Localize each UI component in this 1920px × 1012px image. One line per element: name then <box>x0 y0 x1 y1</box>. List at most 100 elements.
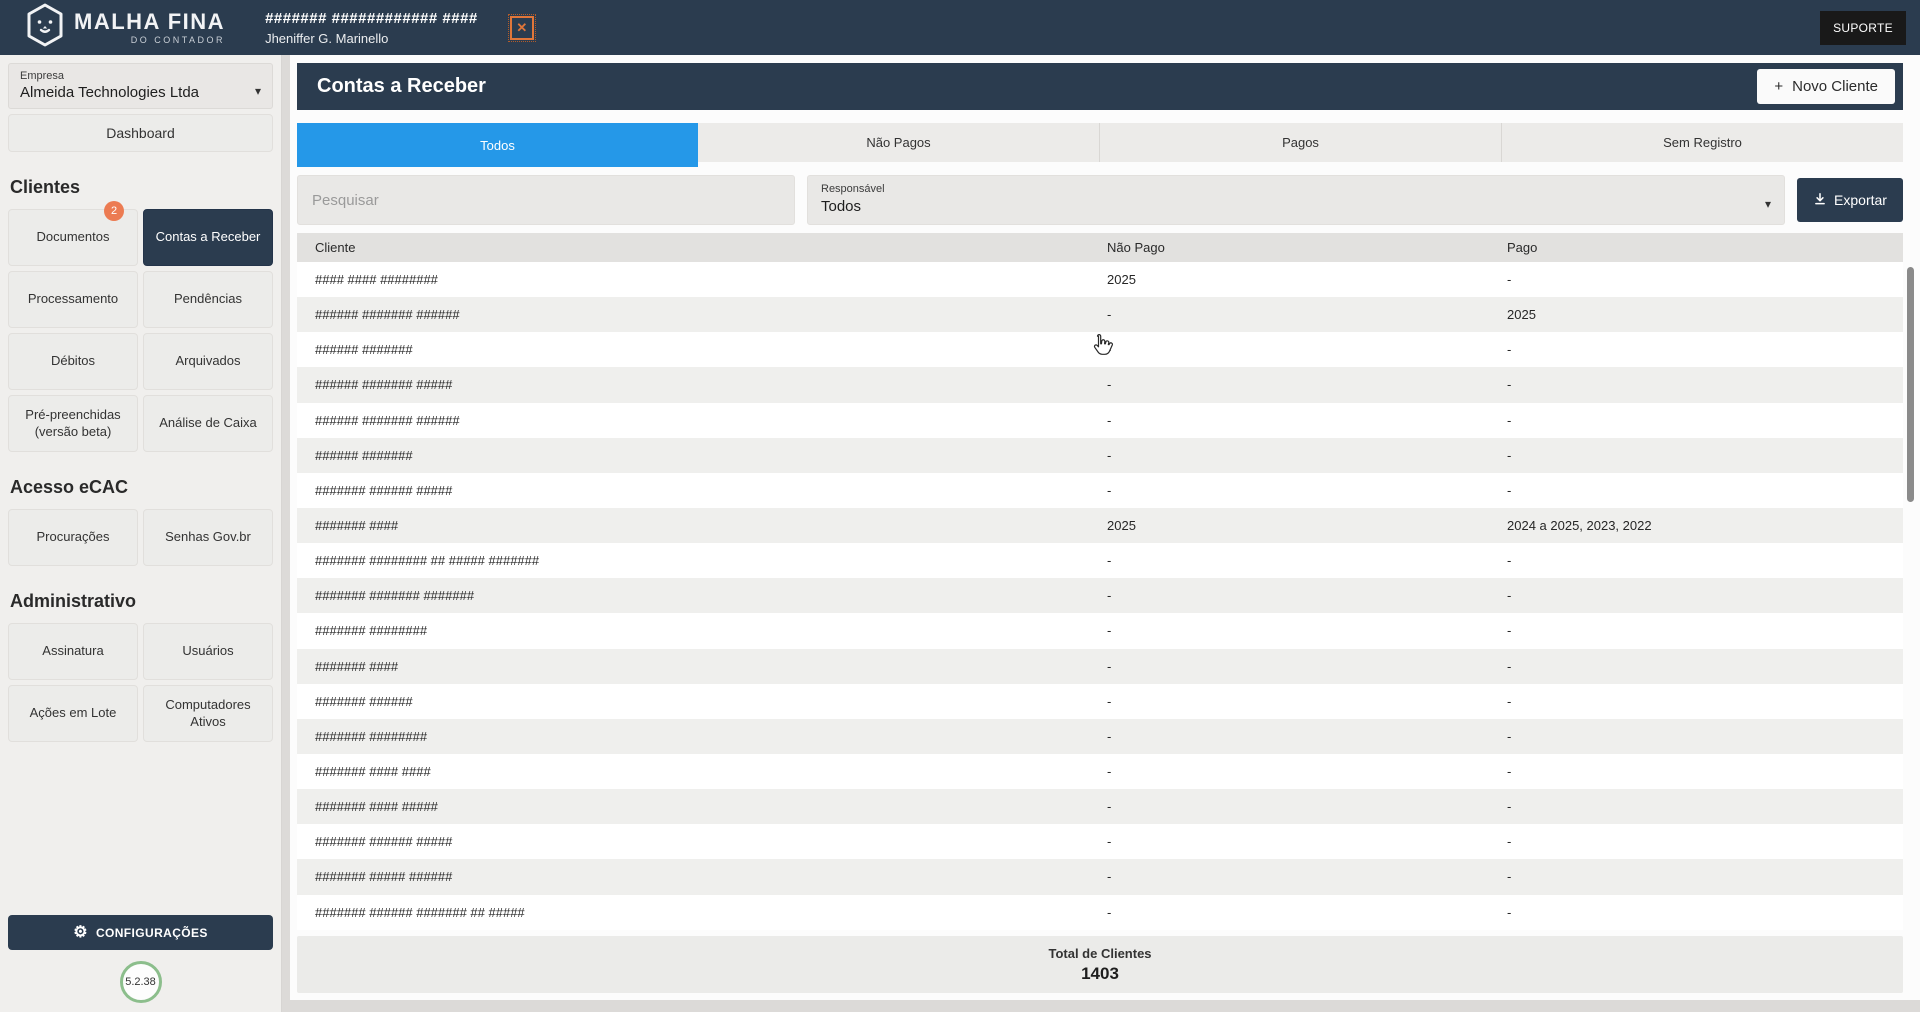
table-row[interactable]: ###### ####### - - <box>297 332 1903 367</box>
cell-pago: - <box>1507 623 1512 639</box>
cell-cliente: ####### ###### ##### <box>315 834 453 850</box>
cell-pago: - <box>1507 693 1512 709</box>
sidebar-item-pendencias[interactable]: Pendências <box>143 271 273 328</box>
column-header-cliente: Cliente <box>315 240 356 255</box>
cell-nao-pago: - <box>1107 553 1112 569</box>
cell-cliente: ####### ###### <box>315 693 413 709</box>
table-row[interactable]: ###### ####### - - <box>297 437 1903 473</box>
sidebar-item-usuarios[interactable]: Usuários <box>143 623 273 680</box>
table-row[interactable]: ####### ###### ##### - - <box>297 824 1903 859</box>
page-title: Contas a Receber <box>317 75 486 97</box>
close-session-button[interactable]: ✕ <box>507 13 536 42</box>
sidebar-item-label: Arquivados <box>175 353 241 369</box>
cell-pago: - <box>1507 764 1512 780</box>
new-client-button[interactable]: + Novo Cliente <box>1757 69 1895 104</box>
table-row[interactable]: ####### ##### ###### - - <box>297 859 1903 895</box>
sidebar-item-label: Assinatura <box>42 643 104 659</box>
table-row[interactable]: ####### ######## - - <box>297 718 1903 754</box>
table-row[interactable]: ####### ######## - - <box>297 613 1903 648</box>
search-input[interactable] <box>297 175 795 225</box>
sidebar-item-procuracoes[interactable]: Procurações <box>8 509 138 566</box>
cell-pago: - <box>1507 482 1512 498</box>
company-select[interactable]: Empresa Almeida Technologies Ltda ▾ <box>8 63 273 109</box>
export-button[interactable]: Exportar <box>1797 178 1903 222</box>
tab-nao-pagos[interactable]: Não Pagos <box>698 123 1100 162</box>
main-content: Contas a Receber + Novo Cliente Todos Não… <box>290 55 1920 1000</box>
cell-pago: - <box>1507 377 1512 393</box>
tab-todos[interactable]: Todos <box>297 123 698 167</box>
sidebar-section-clientes: Documentos 2 Contas a Receber Processamento… <box>8 201 273 452</box>
table-row[interactable]: #### #### ######## 2025 - <box>297 262 1903 297</box>
brand-tagline: DO CONTADOR <box>130 34 226 45</box>
cell-cliente: ####### #### ##### <box>315 799 438 815</box>
table-row[interactable]: ####### #### #### - - <box>297 754 1903 789</box>
sidebar-item-dashboard[interactable]: Dashboard <box>8 114 273 152</box>
cell-nao-pago: - <box>1107 623 1112 639</box>
table-row[interactable]: ####### #### 2025 2024 a 2025, 2023, 2022 <box>297 507 1903 544</box>
table-row[interactable]: ####### #### - - <box>297 648 1903 684</box>
settings-button[interactable]: ⚙ CONFIGURAÇÕES <box>8 915 273 950</box>
sidebar-item-label: Ações em Lote <box>29 705 117 721</box>
sidebar-item-acoes-em-lote[interactable]: Ações em Lote <box>8 685 138 742</box>
sidebar-section-title-acesso-ecac: Acesso eCAC <box>10 477 129 497</box>
sidebar-item-analise-de-caixa[interactable]: Análise de Caixa <box>143 395 273 452</box>
table-row[interactable]: ###### ####### ###### - 2025 <box>297 297 1903 333</box>
company-select-label: Empresa <box>20 70 65 82</box>
sidebar-item-computadores-ativos[interactable]: Computadores Ativos <box>143 685 273 742</box>
cell-nao-pago: - <box>1107 799 1112 815</box>
cell-nao-pago: 2025 <box>1107 518 1136 534</box>
sidebar-item-senhas-gov-br[interactable]: Senhas Gov.br <box>143 509 273 566</box>
sidebar-item-documentos[interactable]: Documentos 2 <box>8 201 138 266</box>
table-row[interactable]: ####### ###### ####### ## ##### - - <box>297 895 1903 930</box>
table-row[interactable]: ####### ###### - - <box>297 684 1903 719</box>
cell-cliente: ####### ####### ####### <box>315 588 475 604</box>
tab-pagos[interactable]: Pagos <box>1100 123 1502 162</box>
topbar: MALHA FINA DO CONTADOR ####### #########… <box>0 0 1920 55</box>
cell-nao-pago: - <box>1107 307 1112 323</box>
cell-cliente: ###### ####### ###### <box>315 412 460 428</box>
table-row[interactable]: ####### ####### ####### - - <box>297 578 1903 614</box>
table-row[interactable]: ####### #### ##### - - <box>297 789 1903 825</box>
cell-cliente: ####### ######## ## ##### ####### <box>315 553 540 569</box>
cell-nao-pago: - <box>1107 658 1112 674</box>
responsavel-select[interactable]: Responsável Todos ▾ <box>807 175 1785 225</box>
cell-pago: 2025 <box>1507 307 1536 323</box>
cell-pago: - <box>1507 412 1512 428</box>
table-row[interactable]: ####### ###### ##### - - <box>297 473 1903 508</box>
table-row[interactable]: ###### ####### ##### - - <box>297 367 1903 403</box>
sidebar-item-debitos[interactable]: Débitos <box>8 333 138 390</box>
sidebar-item-assinatura[interactable]: Assinatura <box>8 623 138 680</box>
sidebar-item-label: Pré-preenchidas (versão beta) <box>25 406 121 439</box>
cell-pago: - <box>1507 272 1512 288</box>
cell-pago: - <box>1507 799 1512 815</box>
total-clients-value: 1403 <box>1081 963 1119 983</box>
sidebar-item-contas-a-receber[interactable]: Contas a Receber <box>143 209 273 266</box>
support-button[interactable]: SUPORTE <box>1820 10 1906 45</box>
sidebar-item-label: Documentos <box>36 229 110 245</box>
cell-cliente: ####### #### <box>315 658 399 674</box>
close-icon: ✕ <box>516 19 528 35</box>
tab-sem-registro[interactable]: Sem Registro <box>1502 123 1903 162</box>
chevron-down-icon: ▾ <box>1764 197 1771 211</box>
sidebar-item-processamento[interactable]: Processamento <box>8 271 138 328</box>
total-clients-label: Total de Clientes <box>1048 945 1152 961</box>
cell-cliente: ####### ###### ####### ## ##### <box>315 904 525 920</box>
company-select-value: Almeida Technologies Ltda <box>20 84 200 101</box>
cell-cliente: ###### ####### <box>315 447 413 463</box>
sidebar-item-pre-preenchidas-versao-beta[interactable]: Pré-preenchidas (versão beta) <box>8 395 138 452</box>
cell-pago: - <box>1507 834 1512 850</box>
table-scrollbar-thumb[interactable] <box>1907 267 1914 502</box>
cell-pago: - <box>1507 342 1512 358</box>
session-title-block: ####### ############ #### Jheniffer G. M… <box>265 10 478 46</box>
cell-cliente: ####### #### <box>315 518 399 534</box>
notification-badge: 2 <box>104 201 124 221</box>
table-row[interactable]: ####### ######## ## ##### ####### - - <box>297 543 1903 578</box>
sidebar-item-arquivados[interactable]: Arquivados <box>143 333 273 390</box>
cell-nao-pago: 2025 <box>1107 272 1136 288</box>
sidebar-item-label: Usuários <box>182 643 234 659</box>
table-row[interactable]: ###### ####### ###### - - <box>297 403 1903 438</box>
cell-pago: 2024 a 2025, 2023, 2022 <box>1507 518 1652 534</box>
sidebar-item-label: Contas a Receber <box>155 229 261 245</box>
sidebar: Empresa Almeida Technologies Ltda ▾ Dash… <box>0 55 282 1012</box>
